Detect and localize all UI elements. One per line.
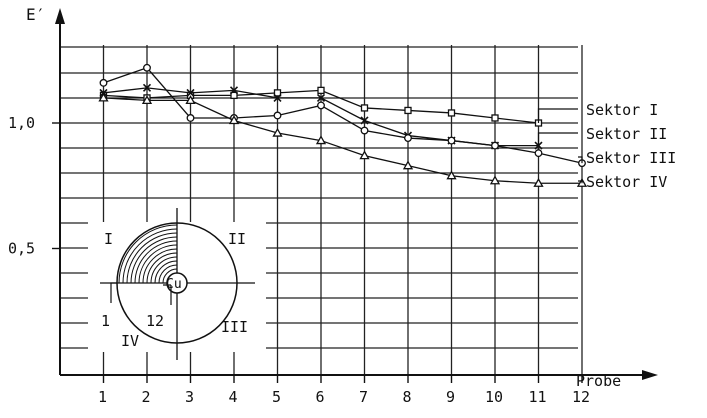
legend-leader <box>537 108 578 123</box>
data-point-circle <box>273 111 282 120</box>
axes: 1 2 3 4 5 6 7 8 9 10 11 120,51,0 <box>8 8 658 406</box>
x-tick-label: 10 <box>485 388 503 406</box>
x-axis-arrow <box>642 370 658 380</box>
data-point-square <box>230 91 238 100</box>
inset-hatch-arc <box>138 244 178 284</box>
inset-quadrant-label: I <box>104 230 113 248</box>
series-layer <box>98 63 588 187</box>
data-point-triangle <box>228 115 240 125</box>
inset-quadrant-label: II <box>228 230 246 248</box>
x-tick-label: 7 <box>359 388 368 406</box>
x-tick-label: 3 <box>185 388 194 406</box>
y-axis-title: E′ <box>26 5 45 24</box>
series-sektor-iv <box>98 92 588 187</box>
data-point-circle <box>99 78 108 87</box>
legend-label: Sektor IV <box>586 173 667 191</box>
data-point-cross <box>360 116 369 125</box>
data-point-triangle <box>446 170 457 180</box>
y-tick-label: 1,0 <box>8 114 35 132</box>
data-point-cross <box>229 86 239 95</box>
x-tick-label: 2 <box>141 388 150 406</box>
inset-leader-12 <box>163 284 172 305</box>
legend-label: Sektor II <box>586 125 667 143</box>
inset-hatch-arc <box>130 236 178 284</box>
inset-hatch-arc <box>122 228 178 284</box>
data-point-triangle <box>185 95 196 105</box>
data-point-circle <box>447 136 456 145</box>
data-point-triangle <box>402 160 414 170</box>
data-point-triangle <box>533 177 544 187</box>
x-tick-label: 5 <box>272 388 281 406</box>
data-point-cross <box>186 88 195 97</box>
y-tick-label: 0,5 <box>8 240 35 258</box>
inset-quadrant-label: III <box>221 318 248 336</box>
inset-hatch-arc <box>142 248 178 284</box>
inset-hatch-arc <box>162 268 178 284</box>
series-line <box>103 67 583 164</box>
data-point-square <box>360 104 369 112</box>
legend-label: Sektor III <box>586 149 676 167</box>
inset-inner-circle <box>166 272 188 294</box>
x-axis-title: Probe <box>576 372 621 390</box>
inset-hatch-arc <box>118 224 178 284</box>
legend: Sektor I Sektor II Sektor III Sektor IV <box>537 101 676 191</box>
legend-label: Sektor I <box>586 101 658 119</box>
data-point-square <box>404 106 412 115</box>
inset-ring-end-label: 12 <box>146 312 164 330</box>
x-tick-label: 9 <box>446 388 455 406</box>
inset-ring-start-label: 1 <box>101 312 110 330</box>
x-tick-label: 11 <box>528 388 546 406</box>
inset-center-label: Cu <box>166 277 182 292</box>
inset-quadrant-label: IV <box>121 332 139 350</box>
inset-hatch-arc <box>126 232 178 284</box>
data-point-square <box>273 89 282 97</box>
data-point-cross <box>142 83 152 92</box>
data-point-cross <box>316 93 326 102</box>
data-point-triangle <box>141 95 153 105</box>
x-tick-label: 8 <box>402 388 411 406</box>
x-tick-label: 12 <box>572 388 590 406</box>
data-point-circle <box>186 114 195 122</box>
inset-hatch-arc <box>154 260 178 284</box>
data-point-triangle <box>315 135 327 145</box>
inset-hatch-arc <box>146 252 178 284</box>
data-point-square <box>317 86 325 95</box>
inset-hatch-arc <box>158 264 178 284</box>
data-point-circle <box>317 101 325 110</box>
series-line <box>103 97 582 184</box>
data-point-cross <box>273 93 282 102</box>
x-tick-label: 6 <box>315 388 324 406</box>
data-point-square <box>447 109 456 117</box>
inset-leader-1 <box>110 282 117 303</box>
inset-hatch-arc <box>150 256 178 284</box>
grid <box>60 45 583 375</box>
data-point-circle <box>491 141 499 150</box>
data-point-triangle <box>98 92 109 102</box>
legend-leader <box>578 156 583 164</box>
legend-leader <box>578 180 583 184</box>
y-axis-arrow <box>55 8 65 24</box>
series-sektor-iii <box>99 63 586 168</box>
data-point-triangle <box>272 127 283 137</box>
x-tick-label: 1 <box>98 388 107 406</box>
data-point-triangle <box>359 150 370 160</box>
inset-hatch-arc <box>134 240 178 284</box>
data-point-square <box>491 114 499 122</box>
data-point-triangle <box>489 175 501 185</box>
data-point-circle <box>404 134 412 143</box>
data-point-circle <box>534 149 543 158</box>
data-point-circle <box>143 63 151 72</box>
x-tick-label: 4 <box>228 388 237 406</box>
data-point-circle <box>360 126 369 135</box>
legend-leader <box>537 132 578 146</box>
